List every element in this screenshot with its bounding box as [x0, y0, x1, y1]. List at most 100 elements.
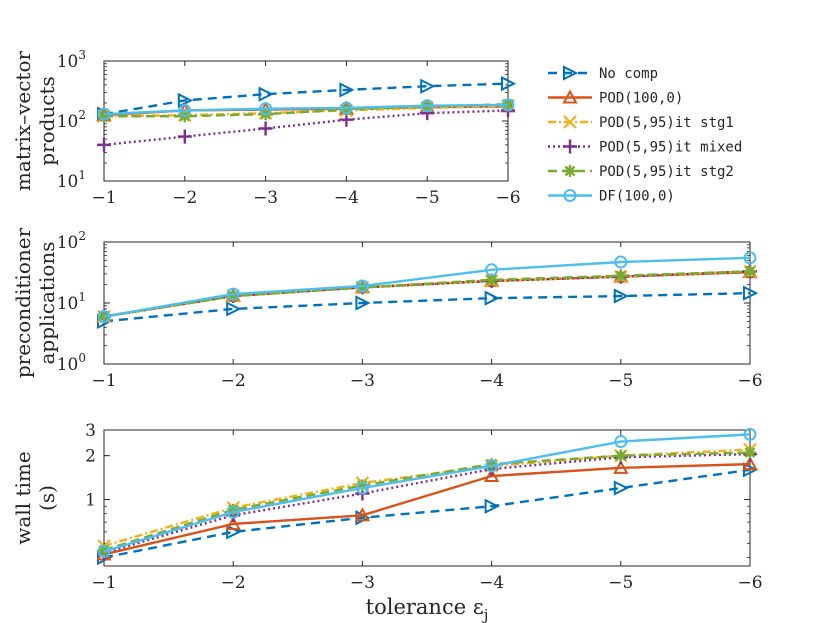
y-tick-label: 103	[57, 48, 86, 72]
data-point	[227, 290, 240, 303]
data-point	[258, 121, 273, 136]
legend-entry: POD(5,95)it mixed	[548, 139, 742, 156]
data-point	[227, 503, 240, 516]
series-5	[98, 265, 756, 323]
legend-label: DF(100,0)	[599, 189, 675, 205]
x-tick-label: −6	[737, 573, 762, 593]
y-tick-label: 3	[85, 421, 96, 441]
data-point	[485, 458, 498, 471]
data-point	[97, 545, 111, 559]
x-tick-label: −4	[479, 573, 504, 593]
legend-label: POD(5,95)it mixed	[599, 140, 742, 156]
axes-box	[103, 60, 509, 182]
x-tick-label: −1	[91, 573, 116, 593]
x-tick-label: −5	[608, 371, 633, 391]
data-point	[355, 279, 369, 293]
legend-entry: DF(100,0)	[548, 189, 675, 205]
y-tick-label: 1	[85, 491, 96, 511]
panel-1: −1 −2 −3 −4 −5 −6 101 102 103matrix–vectorproduc…	[11, 48, 521, 208]
data-point	[355, 481, 369, 495]
series-line	[103, 256, 751, 318]
data-point	[613, 288, 630, 304]
y-tick-label: 101	[57, 168, 86, 192]
series-6	[97, 427, 757, 559]
series-line	[103, 462, 751, 556]
data-point	[501, 75, 517, 92]
data-point	[258, 86, 274, 102]
y-axis-label: preconditionerapplications	[11, 227, 59, 378]
legend-marker	[562, 89, 578, 104]
data-point	[97, 107, 111, 121]
data-point	[339, 101, 353, 115]
panel-2: −1 −2 −3 −4 −5 −6 100 101 102preconditionerappli…	[11, 227, 763, 391]
panels: −1 −2 −3 −4 −5 −6 101 102 103matrix–vectorproduc…	[11, 48, 763, 623]
legend-marker	[563, 115, 577, 129]
data-point	[354, 507, 371, 522]
y-tick-label: 100	[57, 351, 86, 375]
legend-entry: POD(5,95)it stg2	[548, 164, 734, 180]
series-1	[97, 285, 759, 329]
data-point	[744, 265, 756, 278]
series-line	[103, 452, 751, 555]
data-point	[98, 110, 110, 123]
data-point	[614, 435, 628, 449]
x-tick-label: −1	[91, 371, 116, 391]
data-point	[485, 273, 498, 286]
x-tick-label: −3	[253, 188, 278, 208]
legend-label: No comp	[599, 66, 658, 82]
data-point	[613, 480, 630, 496]
data-point	[501, 98, 515, 112]
data-point	[484, 498, 500, 514]
legend-entry: POD(5,95)it stg1	[548, 115, 734, 131]
data-point	[743, 427, 757, 441]
series-line	[103, 270, 751, 318]
series-line	[103, 468, 751, 559]
legend-marker	[563, 139, 577, 154]
data-point	[614, 255, 628, 269]
y-axis-label: wall time(s)	[11, 451, 59, 544]
data-point	[613, 459, 629, 474]
legend-entry: No comp	[548, 65, 658, 82]
data-point	[356, 281, 369, 294]
legend-marker	[563, 189, 577, 202]
data-point	[743, 285, 759, 301]
series-4	[97, 447, 757, 560]
series-5	[98, 446, 756, 557]
data-point	[226, 505, 240, 519]
x-tick-label: −3	[350, 573, 375, 593]
data-point	[97, 310, 111, 324]
series-line	[103, 82, 509, 116]
data-point	[744, 446, 756, 459]
y-tick-label: 102	[57, 108, 86, 132]
x-tick-label: −1	[91, 188, 116, 208]
x-axis-label: tolerance εj	[366, 595, 489, 623]
series-6	[97, 98, 515, 121]
y-axis-label: matrix–vectorproducts	[11, 50, 59, 191]
series-1	[97, 462, 759, 566]
legend-label: POD(5,95)it stg1	[599, 115, 734, 131]
panel-3: −1 −2 −3 −4 −5 −6 1 2 3 wall time(s) tolerance εj	[11, 421, 763, 623]
data-point	[259, 102, 273, 116]
data-point	[177, 129, 192, 144]
series-line	[103, 104, 509, 118]
legend: No comp POD(100,0) POD(5,95)it stg1 POD(5,9…	[548, 65, 742, 205]
legend-marker	[563, 65, 579, 81]
x-tick-label: −4	[334, 188, 359, 208]
series-line	[103, 433, 751, 553]
y-tick-label: 101	[57, 290, 86, 314]
series-2	[96, 456, 758, 561]
series-4	[97, 264, 757, 324]
x-tick-label: −2	[221, 371, 246, 391]
y-tick-label: 2	[85, 447, 96, 467]
data-point	[226, 301, 242, 317]
data-point	[225, 515, 241, 530]
x-tick-label: −5	[608, 573, 633, 593]
series-3	[97, 442, 757, 553]
series-6	[97, 251, 757, 324]
x-tick-label: −3	[350, 371, 375, 391]
data-point	[178, 103, 192, 117]
y-tick-label: 102	[57, 229, 86, 253]
x-tick-label: −6	[737, 371, 762, 391]
data-point	[98, 310, 110, 323]
